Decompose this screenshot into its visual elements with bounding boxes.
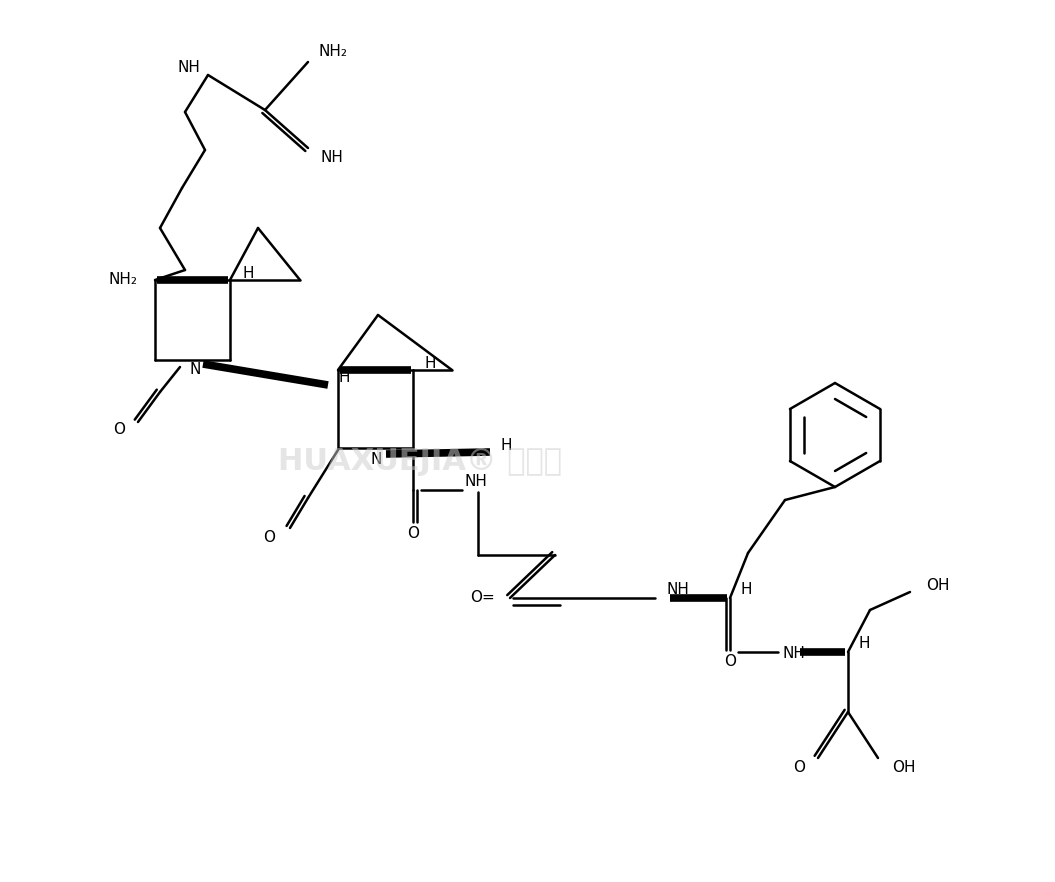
Text: O: O [113,422,124,437]
Text: H: H [858,637,869,652]
Text: OH: OH [926,578,950,593]
Text: O: O [407,527,419,542]
Text: NH: NH [177,61,200,76]
Text: O=: O= [471,591,495,606]
Text: NH: NH [320,151,343,166]
Text: HUAXUEJIA® 化学加: HUAXUEJIA® 化学加 [279,447,562,476]
Text: NH: NH [667,582,690,597]
Text: H: H [242,265,253,280]
Text: O: O [724,654,736,669]
Text: NH: NH [782,646,805,661]
Text: H: H [424,355,436,370]
Text: N: N [189,363,200,377]
Text: NH₂: NH₂ [318,44,347,59]
Text: H: H [338,370,349,385]
Text: NH₂: NH₂ [109,273,138,288]
Text: N: N [370,452,382,467]
Text: NH: NH [465,475,487,490]
Text: H: H [740,582,751,597]
Text: O: O [263,530,275,545]
Text: O: O [793,760,805,775]
Text: OH: OH [891,760,916,775]
Text: H: H [500,437,512,452]
